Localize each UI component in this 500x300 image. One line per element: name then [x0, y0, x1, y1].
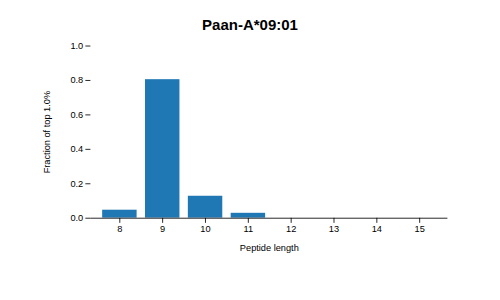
- svg-text:0.8: 0.8: [70, 75, 83, 85]
- svg-text:Peptide length: Peptide length: [240, 243, 299, 253]
- svg-text:12: 12: [286, 224, 296, 234]
- svg-text:0.0: 0.0: [70, 213, 83, 223]
- svg-text:15: 15: [415, 224, 425, 234]
- svg-text:0.2: 0.2: [70, 179, 83, 189]
- svg-text:Fraction of top 1.0%: Fraction of top 1.0%: [42, 91, 52, 174]
- svg-text:13: 13: [329, 224, 339, 234]
- svg-text:9: 9: [160, 224, 165, 234]
- svg-text:11: 11: [244, 224, 254, 234]
- svg-text:0.4: 0.4: [70, 144, 83, 154]
- svg-text:14: 14: [372, 224, 382, 234]
- svg-text:1.0: 1.0: [70, 41, 83, 51]
- svg-text:10: 10: [200, 224, 210, 234]
- svg-text:8: 8: [117, 224, 122, 234]
- html-text:Paan-A*09:01: Paan-A*09:01: [202, 16, 298, 33]
- svg-text:0.6: 0.6: [70, 110, 83, 120]
